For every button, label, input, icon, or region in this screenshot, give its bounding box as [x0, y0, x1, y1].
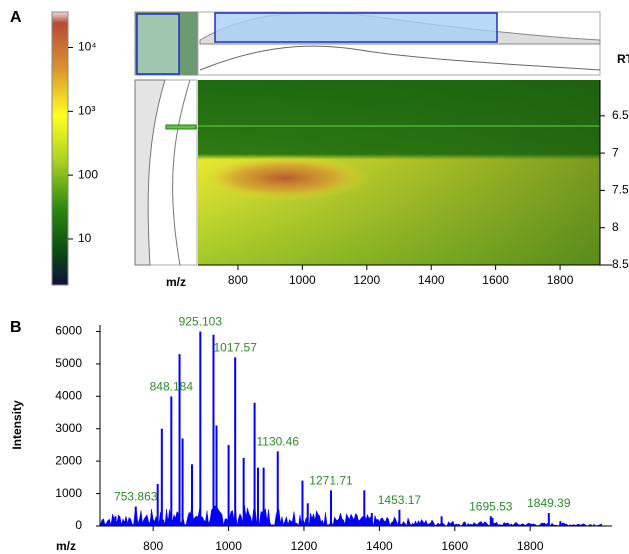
bpc-trace [199, 45, 601, 71]
peak-label: 1271.71 [309, 474, 353, 488]
x-tick-label: 800 [228, 273, 248, 287]
panel-label: B [10, 319, 22, 336]
colorbar-tick-label: 10³ [78, 103, 95, 117]
selection [214, 12, 498, 43]
x-tick-label: 1600 [482, 273, 509, 287]
x-tick-label: 1800 [547, 273, 574, 287]
peak-label: 1849.39 [527, 496, 571, 510]
colorbar-tick-label: 100 [78, 167, 98, 181]
y-axis-label: RT [617, 52, 629, 66]
rt-trace [134, 79, 166, 266]
x-tick-label: 1200 [291, 539, 318, 553]
y-tick-label: 3000 [55, 421, 82, 435]
y-tick-label: 4000 [55, 388, 82, 402]
x-axis-label: m/z [166, 275, 186, 289]
colorbar-tick-label: 10 [78, 231, 92, 245]
y-tick-label: 8 [612, 220, 619, 234]
peak-label: 848.184 [150, 379, 194, 393]
colorbar-tick-label: 10⁴ [78, 40, 97, 54]
y-tick-label: 7.5 [612, 183, 629, 197]
y-tick-label: 1000 [55, 486, 82, 500]
x-tick-label: 1200 [353, 273, 380, 287]
peak-label: 925.103 [179, 315, 223, 329]
panel-label: A [10, 9, 22, 26]
x-axis-label: m/z [56, 539, 76, 553]
x-tick-label: 1800 [517, 539, 544, 553]
x-tick-label: 1400 [366, 539, 393, 553]
x-tick-label: 1000 [215, 539, 242, 553]
x-tick-label: 1000 [289, 273, 316, 287]
thumbnail-window [136, 13, 180, 75]
rt-marker [165, 124, 197, 130]
peak-label: 1017.57 [213, 341, 257, 355]
peak-label: 1453.17 [378, 493, 422, 507]
x-tick-label: 1600 [441, 539, 468, 553]
heatmap-hotspot [200, 156, 370, 200]
y-tick-label: 6000 [55, 324, 82, 338]
y-tick-label: 0 [75, 518, 82, 532]
peak-label: 753.863 [114, 490, 158, 504]
y-tick-label: 8.5 [612, 257, 629, 271]
x-tick-label: 800 [143, 539, 163, 553]
rt-trace-2 [172, 79, 191, 266]
y-axis-label: Intensity [10, 400, 24, 450]
noise [99, 505, 603, 527]
colorbar [51, 11, 69, 286]
peak-label: 1695.53 [469, 499, 513, 513]
y-tick-label: 5000 [55, 356, 82, 370]
y-tick-label: 2000 [55, 453, 82, 467]
y-tick-label: 6.5 [612, 108, 629, 122]
x-tick-label: 1400 [418, 273, 445, 287]
peak-label: 1130.46 [257, 435, 300, 449]
y-tick-label: 7 [612, 145, 619, 159]
